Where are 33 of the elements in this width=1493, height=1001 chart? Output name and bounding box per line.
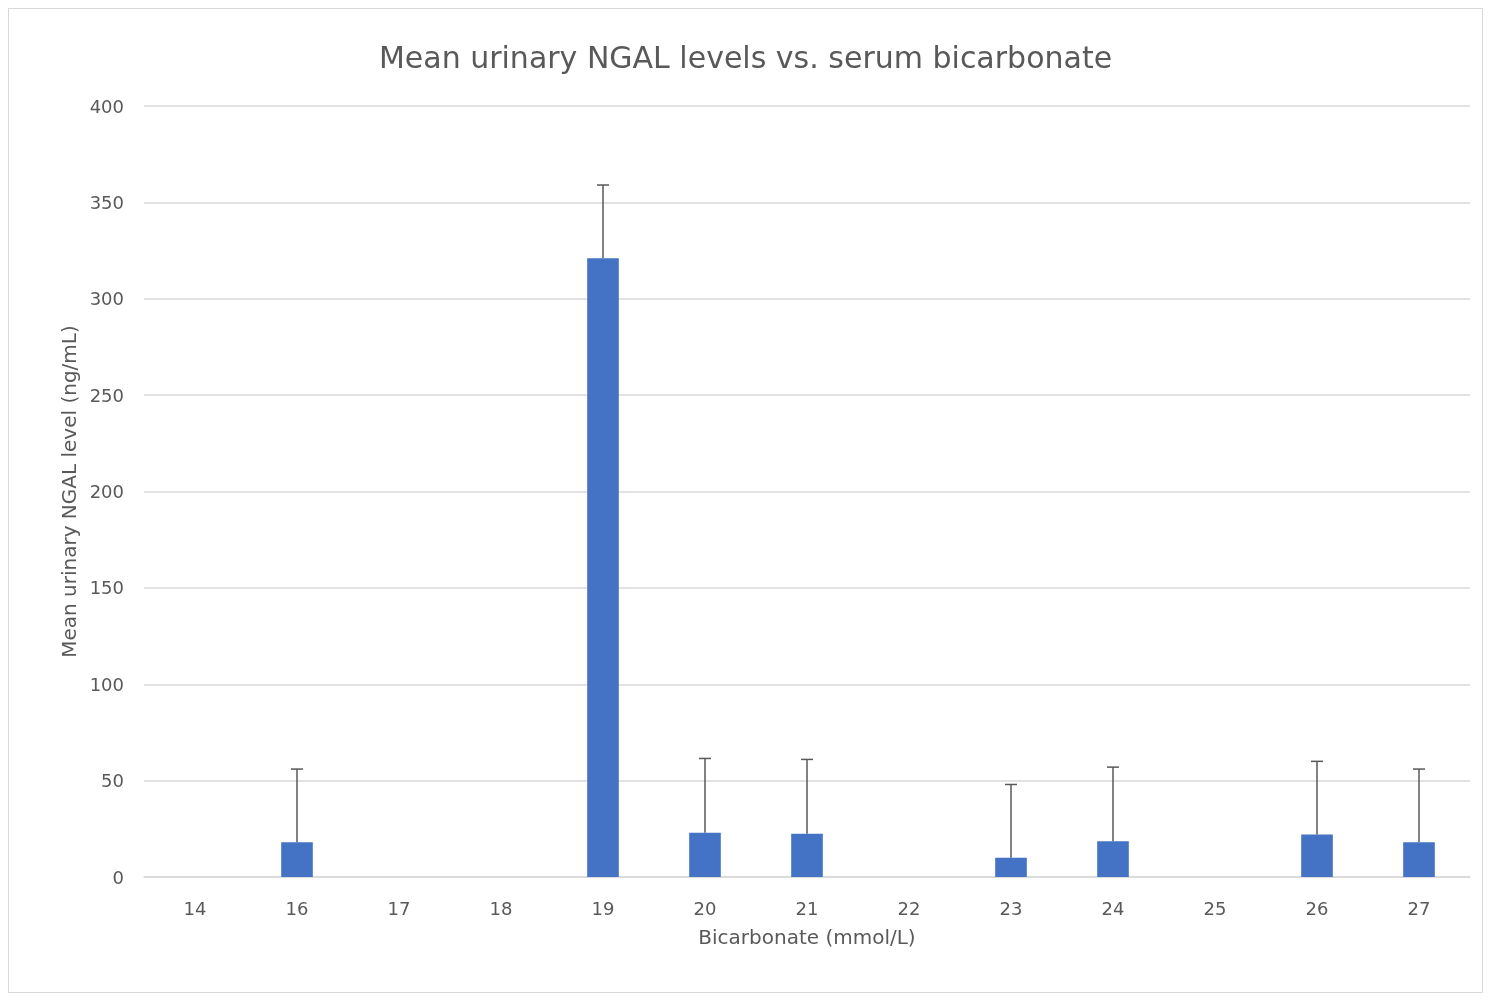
bar [281, 842, 313, 877]
x-tick-label: 22 [897, 897, 921, 919]
chart-title: Mean urinary NGAL levels vs. serum bicarbonate [378, 39, 1113, 75]
y-tick-label: 300 [89, 288, 124, 310]
y-tick-label: 100 [89, 673, 124, 695]
y-tick-label: 400 [89, 95, 124, 117]
x-tick-label: 27 [1407, 897, 1431, 919]
bar [1097, 841, 1129, 877]
x-tick-label: 17 [387, 897, 411, 919]
x-tick-label: 24 [1101, 897, 1125, 919]
x-tick-label: 20 [693, 897, 717, 919]
bar [791, 833, 823, 877]
x-tick-label: 25 [1203, 897, 1227, 919]
y-axis-title: Mean urinary NGAL level (ng/mL) [56, 325, 81, 658]
bar [1301, 834, 1333, 877]
y-tick-label: 250 [89, 384, 124, 406]
bar [1403, 842, 1435, 877]
y-tick-label: 350 [89, 191, 124, 213]
x-tick-label: 14 [183, 897, 207, 919]
bar [587, 258, 619, 877]
bar [995, 857, 1027, 877]
y-tick-label: 0 [112, 866, 124, 888]
x-tick-label: 21 [795, 897, 819, 919]
x-tick-label: 18 [489, 897, 513, 919]
y-tick-label: 50 [101, 770, 124, 792]
x-axis-title: Bicarbonate (mmol/L) [698, 925, 916, 949]
x-tick-label: 26 [1305, 897, 1329, 919]
x-tick-label: 19 [591, 897, 615, 919]
y-tick-label: 200 [89, 481, 124, 502]
y-tick-label: 150 [89, 577, 124, 599]
x-tick-label: 23 [999, 897, 1023, 919]
bar [689, 832, 721, 877]
x-tick-label: 16 [285, 897, 309, 919]
